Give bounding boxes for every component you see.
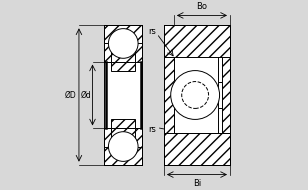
Bar <box>164 25 230 57</box>
Bar <box>164 133 230 165</box>
Bar <box>164 57 230 133</box>
Bar <box>111 120 136 128</box>
Bar <box>164 57 174 133</box>
Text: Bi: Bi <box>193 179 201 188</box>
Text: Ød: Ød <box>81 90 91 100</box>
Bar <box>111 62 136 70</box>
Bar <box>104 128 142 165</box>
Circle shape <box>171 70 220 120</box>
Circle shape <box>108 29 138 58</box>
Text: rs: rs <box>148 125 156 134</box>
Text: Bo: Bo <box>197 2 207 11</box>
Text: rs: rs <box>148 27 156 36</box>
Bar <box>222 57 230 133</box>
Text: ØD: ØD <box>65 90 77 100</box>
Bar <box>104 25 142 62</box>
Bar <box>104 62 142 128</box>
Bar <box>218 82 222 108</box>
Circle shape <box>108 132 138 161</box>
